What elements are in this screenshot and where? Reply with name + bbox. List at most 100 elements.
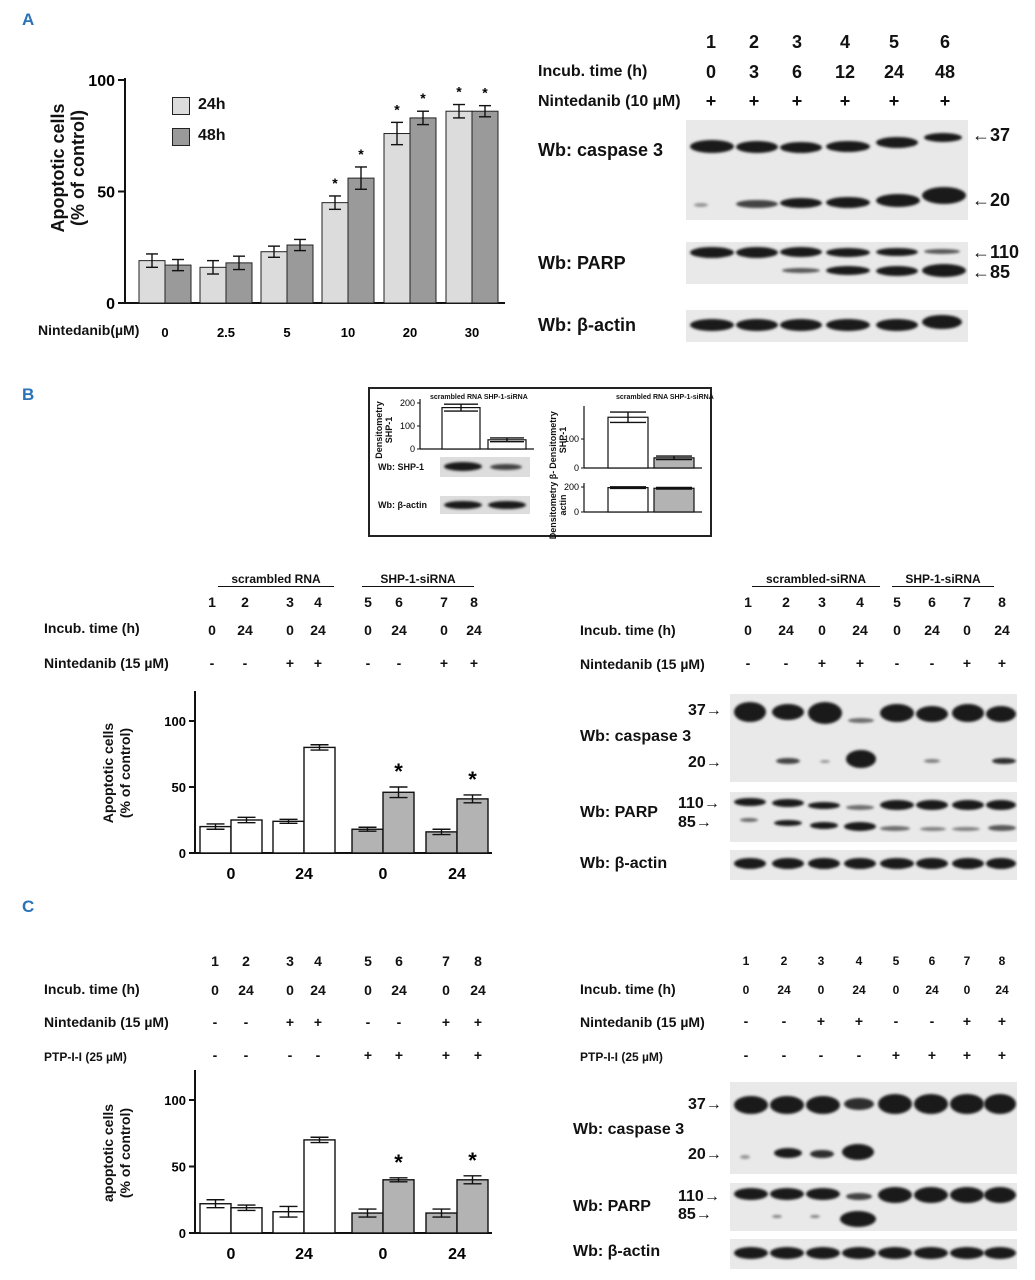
drug-value: + <box>791 91 803 111</box>
incub-value: 0 <box>893 622 901 638</box>
drug-value: - <box>894 655 900 671</box>
x-tick-label: 0 <box>379 866 388 883</box>
panel-b-drug-label-right: Nintedanib (15 µM) <box>580 656 705 672</box>
bar <box>382 1179 415 1234</box>
drug-value: + <box>285 655 295 671</box>
bar-24h <box>445 110 473 304</box>
inset-header-right: scrambled RNA SHP-1-siRNA <box>616 394 714 401</box>
inset-header-left: scrambled RNA SHP-1-siRNA <box>430 394 528 401</box>
incub-value: 24 <box>310 622 326 638</box>
marker-85: 85→ <box>678 814 712 831</box>
panel-a-caspase-label: Wb: caspase 3 <box>538 140 664 160</box>
lane-number: 3 <box>791 32 803 52</box>
inset-actin-label: Wb: β-actin <box>378 500 427 510</box>
y-tick-label: 50 <box>172 1160 186 1175</box>
incub-value: 24 <box>852 622 868 638</box>
incub-value: 24 <box>852 983 866 997</box>
incub-value: 24 <box>777 983 791 997</box>
group-shp1-sirna-right: SHP-1-siRNA <box>892 572 994 587</box>
lane-number: 3 <box>286 953 294 969</box>
legend-label-24h: 24h <box>198 96 226 113</box>
marker-20: 20→ <box>688 1146 722 1163</box>
panel-a-drug-label: Nintedanib (10 µM) <box>538 93 681 110</box>
lane-number: 1 <box>744 594 752 610</box>
panel-letter-b: B <box>22 385 35 404</box>
inhib-value: - <box>243 1047 249 1063</box>
incub-value: 24 <box>391 982 407 998</box>
x-tick-label: 0 <box>227 866 236 883</box>
panel-b-bar-chart: 0 50 100 * * 0 24 0 24 <box>164 691 492 883</box>
x-tick-label: 0 <box>161 325 168 340</box>
lane-number: 2 <box>748 32 760 52</box>
significance-star: * <box>394 759 403 784</box>
incub-value: 24 <box>470 982 486 998</box>
inset-shp1-blot <box>440 457 530 477</box>
panel-c-caspase-blot <box>730 1082 1017 1174</box>
panel-a-incub-label: Incub. time (h) <box>538 63 648 80</box>
bar <box>199 1203 232 1234</box>
incub-value: 0 <box>742 983 750 997</box>
drug-value: + <box>313 1014 323 1030</box>
drug-value: - <box>745 655 751 671</box>
lane-number: 8 <box>998 954 1006 968</box>
bar <box>303 746 336 854</box>
lane-number: 4 <box>839 32 851 52</box>
drug-value: + <box>854 1013 864 1029</box>
panel-b-drug-label-left: Nintedanib (15 µM) <box>44 655 169 671</box>
drug-value: + <box>888 91 900 111</box>
drug-value: + <box>962 1013 972 1029</box>
lane-number: 3 <box>817 954 825 968</box>
lane-number: 4 <box>856 594 864 610</box>
incub-value: 24 <box>925 983 939 997</box>
panel-a-xlabel: Nintedanib(µM) <box>38 322 140 338</box>
incub-value: 0 <box>963 622 971 638</box>
y-tick-label: 100 <box>164 1093 186 1108</box>
lane-number: 8 <box>470 594 478 610</box>
drug-value: + <box>839 91 851 111</box>
panel-c-actin-label: Wb: β-actin <box>573 1243 661 1260</box>
panel-a-parp-label: Wb: PARP <box>538 253 626 273</box>
incub-value: 12 <box>834 62 856 82</box>
x-tick-label: 24 <box>295 1246 313 1263</box>
drug-value: - <box>209 655 215 671</box>
significance-star: * <box>358 146 364 162</box>
lane-number: 4 <box>314 594 322 610</box>
marker-20: 20→ <box>688 754 722 771</box>
panel-a-actin-blot <box>686 310 968 342</box>
lane-number: 6 <box>928 954 936 968</box>
drug-value: + <box>469 655 479 671</box>
bar <box>303 1139 336 1234</box>
lane-number: 6 <box>928 594 936 610</box>
incub-value: 3 <box>748 62 760 82</box>
incub-value: 0 <box>286 622 294 638</box>
group-scrambled-sirna: scrambled-siRNA <box>752 572 880 587</box>
lane-number: 6 <box>395 953 403 969</box>
x-tick-label: 24 <box>448 866 466 883</box>
panel-c-caspase-label: Wb: caspase 3 <box>573 1121 685 1138</box>
panel-letter-c: C <box>22 897 35 916</box>
inhib-value: + <box>927 1047 937 1063</box>
x-tick-label: 0 <box>227 1246 236 1263</box>
y-tick-label: 0 <box>410 444 415 454</box>
significance-star: * <box>332 175 338 191</box>
panel-c-incub-label-left: Incub. time (h) <box>44 981 140 997</box>
inhib-value: - <box>287 1047 293 1063</box>
inhib-value: - <box>856 1047 862 1063</box>
lane-number: 4 <box>855 954 863 968</box>
incub-value: 0 <box>208 622 216 638</box>
incub-value: 24 <box>994 622 1010 638</box>
incub-value: 48 <box>934 62 956 82</box>
panel-b-actin-blot <box>730 850 1017 880</box>
bar <box>456 798 489 854</box>
drug-value: + <box>997 655 1007 671</box>
lane-number: 5 <box>893 594 901 610</box>
drug-value: + <box>439 655 449 671</box>
inhib-value: + <box>891 1047 901 1063</box>
marker-110: 110→ <box>678 795 720 812</box>
panel-c-drug-label-right: Nintedanib (15 µM) <box>580 1014 705 1030</box>
x-tick-label: 20 <box>403 325 417 340</box>
lane-number: 4 <box>314 953 322 969</box>
panel-a-actin-label: Wb: β-actin <box>538 315 636 335</box>
inset-actin-blot <box>440 496 530 514</box>
lane-number: 5 <box>364 953 372 969</box>
